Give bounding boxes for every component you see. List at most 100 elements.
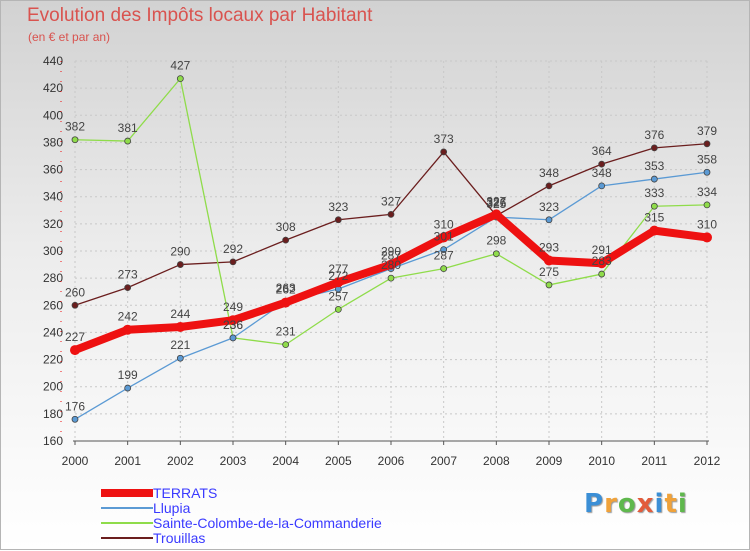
data-label: 376: [644, 128, 664, 142]
x-tick-label: 2009: [536, 454, 563, 468]
data-label: 310: [434, 217, 454, 231]
legend-item: Trouillas: [101, 530, 382, 545]
data-label: 236: [223, 318, 243, 332]
logo-letter: t: [664, 489, 678, 519]
data-point: [596, 258, 607, 269]
data-point: [650, 175, 658, 183]
data-point: [440, 148, 448, 156]
data-point: [598, 160, 606, 168]
chart-title: Evolution des Impôts locaux par Habitant: [27, 5, 373, 26]
data-label: 348: [539, 166, 559, 180]
data-label: 221: [170, 338, 190, 352]
data-label: 308: [276, 220, 296, 234]
data-point: [122, 324, 133, 335]
data-point: [545, 182, 553, 190]
data-point: [598, 182, 606, 190]
data-label: 249: [223, 300, 243, 314]
data-label: 334: [697, 185, 717, 199]
y-tick-label: 320: [43, 217, 63, 231]
legend-item: Llupia: [101, 500, 382, 515]
data-point: [334, 216, 342, 224]
data-label: 373: [434, 132, 454, 146]
legend-label: Llupia: [153, 499, 191, 516]
data-label: 291: [592, 243, 612, 257]
data-label: 323: [328, 200, 348, 214]
data-point: [282, 341, 290, 349]
data-label: 244: [170, 307, 190, 321]
x-tick-label: 2001: [114, 454, 141, 468]
data-label: 242: [118, 310, 138, 324]
data-label: 260: [65, 285, 85, 299]
legend-swatch: [101, 522, 153, 525]
logo-letter: i: [654, 489, 665, 519]
data-point: [492, 250, 500, 258]
y-tick-label: 380: [43, 135, 63, 149]
data-label: 364: [592, 144, 612, 158]
data-point: [71, 415, 79, 423]
data-label: 293: [539, 241, 559, 255]
data-label: 227: [65, 330, 85, 344]
x-tick-label: 2002: [167, 454, 194, 468]
data-label: 379: [697, 124, 717, 138]
data-label: 236: [223, 318, 243, 332]
x-tick-label: 2007: [430, 454, 457, 468]
data-point: [175, 322, 186, 332]
data-label: 275: [539, 265, 559, 279]
y-tick-label: 220: [43, 353, 63, 367]
data-point: [229, 258, 237, 266]
data-label: 280: [381, 258, 401, 272]
x-tick-label: 2012: [694, 454, 721, 468]
x-tick-label: 2006: [378, 454, 405, 468]
grid-lines: [74, 60, 708, 442]
legend-item: Sainte-Colombe-de-la-Commanderie: [101, 515, 382, 530]
logo-letter: r: [604, 489, 618, 519]
data-point: [333, 277, 344, 288]
data-label: 315: [644, 211, 664, 225]
y-tick-label: 260: [43, 298, 63, 312]
x-tick-label: 2011: [641, 454, 667, 468]
chart-subtitle: (en € et par an): [28, 30, 111, 44]
y-tick-label: 180: [43, 407, 63, 421]
data-point: [124, 384, 132, 392]
data-label: 272: [328, 269, 348, 283]
data-label: 310: [697, 217, 717, 231]
data-point: [71, 301, 79, 309]
logo-letter: i: [677, 489, 688, 519]
logo-letter: x: [636, 489, 655, 519]
data-point: [544, 255, 554, 266]
data-point: [650, 144, 658, 152]
data-label: 353: [644, 159, 664, 173]
legend-swatch: [101, 507, 153, 510]
data-label: 290: [170, 245, 190, 259]
legend-item: TERRATS: [101, 485, 382, 500]
x-tick-label: 2010: [588, 454, 615, 468]
data-label: 273: [118, 268, 138, 282]
y-tick-label: 440: [43, 54, 63, 68]
data-point: [334, 305, 342, 313]
data-label: 176: [65, 399, 85, 413]
logo-letter: o: [617, 489, 637, 519]
data-point: [229, 334, 237, 342]
data-point: [386, 259, 396, 270]
data-label: 298: [486, 234, 506, 248]
data-point: [282, 236, 290, 244]
data-point: [545, 216, 553, 224]
y-tick-label: 240: [43, 325, 63, 339]
data-point: [545, 281, 553, 289]
data-label: 382: [65, 120, 85, 134]
data-point: [491, 209, 502, 220]
data-label: 287: [434, 249, 454, 263]
x-tick-label: 2008: [483, 454, 510, 468]
data-label: 427: [170, 59, 190, 73]
data-point: [702, 232, 712, 243]
data-point: [280, 297, 291, 308]
y-tick-label: 200: [43, 380, 63, 394]
proxiti-logo: Proxiti: [584, 489, 688, 519]
data-label: 301: [434, 230, 454, 244]
data-label: 263: [276, 281, 296, 295]
data-label: 231: [276, 325, 296, 339]
data-label: 283: [592, 254, 612, 268]
y-tick-label: 160: [43, 434, 63, 448]
